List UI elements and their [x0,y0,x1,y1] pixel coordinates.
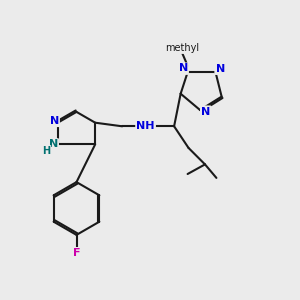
Text: N: N [178,64,188,74]
Text: F: F [73,248,80,258]
Text: N: N [50,116,59,126]
Text: N: N [201,106,210,116]
Text: N: N [216,64,225,74]
Text: methyl: methyl [165,43,200,53]
Text: NH: NH [136,121,155,131]
Text: N: N [178,63,188,74]
Text: N: N [49,139,58,149]
Text: NH: NH [136,121,155,131]
Text: N: N [215,64,225,74]
Text: N: N [202,106,211,116]
Text: N: N [49,139,58,149]
Text: H: H [42,146,50,156]
Text: methyl: methyl [165,43,200,53]
Text: N: N [50,116,59,126]
Text: H: H [42,146,50,156]
Text: F: F [73,248,80,258]
